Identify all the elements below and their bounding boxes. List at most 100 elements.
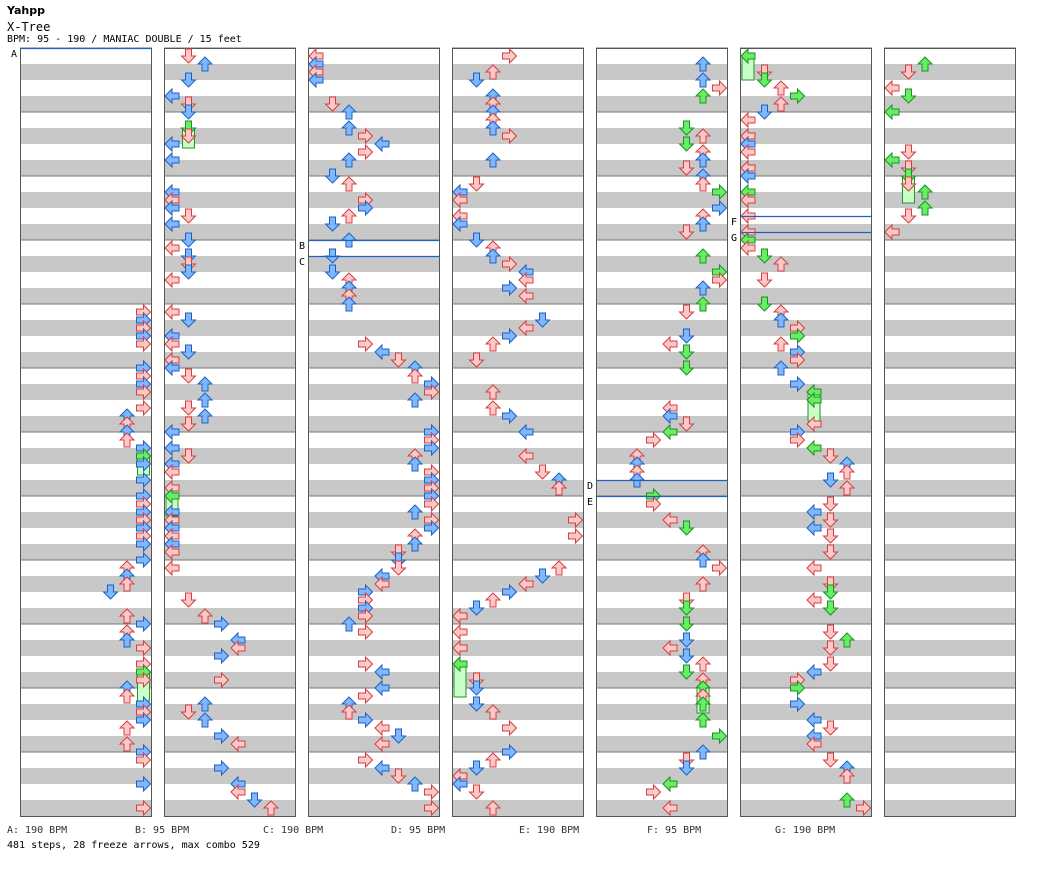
bpm-marker-label: G (731, 233, 737, 244)
step-arrow (502, 743, 518, 761)
step-arrow (772, 96, 790, 112)
step-arrow (712, 183, 728, 201)
step-arrow (916, 200, 934, 216)
beat-stripe (20, 480, 152, 496)
beat-stripe (740, 128, 872, 144)
beat-stripe (884, 704, 1016, 720)
step-arrow (646, 783, 662, 801)
step-arrow (358, 127, 374, 145)
step-arrow (534, 312, 551, 328)
song-title: X-Tree (7, 20, 51, 34)
beat-stripe (740, 160, 872, 176)
step-arrow (374, 343, 390, 361)
step-arrow (424, 439, 440, 457)
step-arrow (358, 623, 374, 641)
step-arrow (822, 544, 839, 560)
step-arrow (180, 264, 197, 280)
step-arrow (568, 511, 584, 529)
step-arrow (136, 639, 152, 657)
step-arrow (196, 392, 214, 408)
step-arrow (340, 104, 358, 120)
step-arrow (502, 47, 518, 65)
beat-stripe (164, 448, 296, 464)
step-arrow (694, 176, 712, 192)
beat-stripe (164, 384, 296, 400)
step-arrow (678, 416, 695, 432)
beat-stripe (164, 800, 296, 816)
beat-stripe (452, 224, 584, 240)
step-arrow (118, 576, 136, 592)
step-arrow (772, 256, 790, 272)
step-arrow (822, 512, 839, 528)
beat-stripe (740, 608, 872, 624)
beat-stripe (740, 768, 872, 784)
beat-stripe (20, 288, 152, 304)
step-arrow (694, 56, 712, 72)
step-arrow (790, 351, 806, 369)
step-arrow (180, 448, 197, 464)
beat-stripe (884, 96, 1016, 112)
step-arrow (214, 727, 230, 745)
step-summary: 481 steps, 28 freeze arrows, max combo 5… (7, 840, 260, 851)
beat-stripe (740, 544, 872, 560)
step-arrow (790, 327, 806, 345)
beat-stripe (308, 544, 440, 560)
step-arrow (214, 615, 230, 633)
step-arrow (756, 72, 773, 88)
step-arrow (712, 559, 728, 577)
step-arrow (358, 687, 374, 705)
bpm-marker: G (731, 231, 872, 244)
step-arrow (358, 607, 374, 625)
step-arrow (900, 64, 917, 80)
step-arrow (136, 335, 152, 353)
beat-stripe (164, 576, 296, 592)
step-arrow (822, 640, 839, 656)
step-arrow (740, 167, 756, 185)
step-arrow (838, 464, 856, 480)
beat-stripe (20, 576, 152, 592)
beat-stripe (884, 736, 1016, 752)
step-arrow (136, 775, 152, 793)
step-arrow (136, 799, 152, 817)
step-arrow (180, 312, 197, 328)
step-arrow (164, 271, 180, 289)
beat-stripe (308, 704, 440, 720)
beat-stripe (596, 192, 728, 208)
step-arrow (694, 552, 712, 568)
beat-stripe (884, 544, 1016, 560)
beat-stripe (164, 512, 296, 528)
beat-stripe (308, 384, 440, 400)
step-arrow (790, 87, 806, 105)
beat-stripe (164, 224, 296, 240)
step-arrow (452, 191, 468, 209)
bpm-marker-label: E (587, 497, 593, 508)
step-arrow (164, 423, 180, 441)
step-arrow (196, 56, 214, 72)
step-arrow (136, 471, 152, 489)
step-arrow (390, 560, 407, 576)
beat-stripe (740, 448, 872, 464)
beat-stripe (596, 704, 728, 720)
beat-stripe (740, 96, 872, 112)
step-arrow (678, 632, 695, 648)
beat-stripe (596, 480, 728, 496)
beat-stripe (884, 288, 1016, 304)
beat-stripe (884, 352, 1016, 368)
step-arrow (806, 711, 822, 729)
step-arrow (838, 792, 856, 808)
beat-stripe (884, 416, 1016, 432)
step-arrow (324, 168, 341, 184)
step-arrow (678, 520, 695, 536)
step-arrow (502, 407, 518, 425)
step-arrow (550, 560, 568, 576)
beat-stripe (740, 256, 872, 272)
beat-stripe (20, 800, 152, 816)
step-arrow (452, 607, 468, 625)
beat-stripe (308, 448, 440, 464)
step-arrow (468, 760, 485, 776)
beat-stripe (164, 736, 296, 752)
beat-stripe (308, 96, 440, 112)
beat-stripe (740, 416, 872, 432)
step-arrow (164, 135, 180, 153)
step-arrow (518, 423, 534, 441)
